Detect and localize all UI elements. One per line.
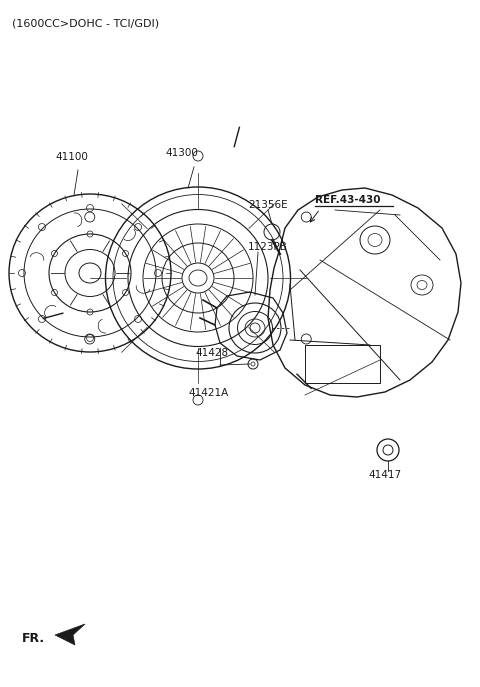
Text: 41100: 41100 [55,152,88,162]
Text: REF.43-430: REF.43-430 [315,195,381,205]
Polygon shape [55,624,85,645]
Text: FR.: FR. [22,632,45,645]
Text: 41300: 41300 [165,148,198,158]
Text: 21356E: 21356E [248,200,288,210]
Text: 41417: 41417 [368,470,401,480]
Text: (1600CC>DOHC - TCI/GDI): (1600CC>DOHC - TCI/GDI) [12,18,159,28]
Text: 41421A: 41421A [188,388,228,398]
Bar [305,345,380,383]
Text: 1123PB: 1123PB [248,242,288,252]
Text: 41428: 41428 [195,348,228,358]
